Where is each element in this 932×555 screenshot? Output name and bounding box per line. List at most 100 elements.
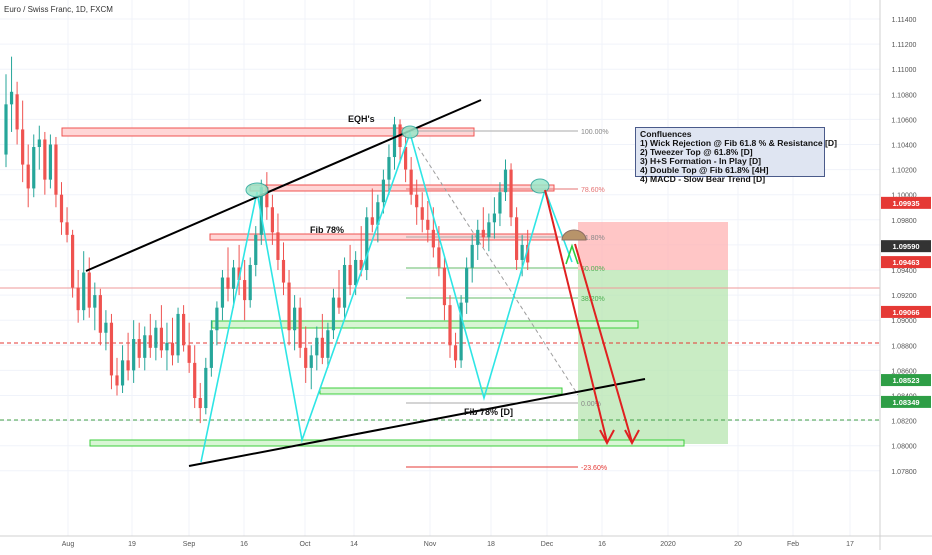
candle-body	[137, 339, 141, 358]
y-tick-label: 1.08200	[891, 419, 916, 426]
candle-body	[226, 277, 230, 289]
candle-body	[65, 222, 69, 235]
candle-body	[115, 375, 119, 386]
candle-body	[426, 219, 430, 230]
take-profit-zone	[578, 270, 728, 444]
support-zone-mid	[211, 320, 639, 329]
x-tick-label: 17	[846, 541, 854, 548]
entry-marker	[561, 229, 587, 241]
candle-body	[404, 147, 408, 170]
candle-body	[315, 337, 319, 356]
candle-body	[231, 267, 236, 289]
time-axis[interactable]: Aug 19 Sep 16 Oct 14 Nov 18 Dec 16 2020 20 Feb 17	[62, 541, 854, 548]
price-marker-tag	[881, 374, 931, 387]
candle-body	[270, 207, 274, 233]
candle-body	[337, 297, 341, 308]
confluence-item: 3) H+S Formation - In Play [D]	[640, 155, 762, 166]
fibonacci-levels: 100.00% 78.60% 61.80% 50.00% 38.20% 0.00…	[406, 129, 609, 472]
green-hook-arrow	[565, 243, 579, 265]
candle-body	[481, 229, 485, 238]
price-marker-label: 1.08349	[892, 398, 919, 407]
fib-label-382: 38.20%	[581, 296, 605, 303]
demand-zone	[89, 439, 685, 447]
y-tick-label: 1.11000	[892, 67, 917, 74]
candle-body	[237, 267, 241, 281]
pivot-marker-3	[530, 178, 550, 194]
y-tick-label: 1.08600	[891, 368, 916, 375]
price-marker-label: 1.08523	[892, 376, 919, 385]
x-tick-label: 2020	[660, 541, 676, 548]
candle-body	[154, 327, 158, 348]
candle-body	[309, 355, 313, 368]
candle-body	[126, 360, 130, 371]
fib78-label: Fib 78%	[310, 225, 344, 235]
price-marker-tag	[881, 256, 931, 269]
eqh-label: EQH's	[348, 114, 375, 124]
candle-body	[71, 234, 75, 288]
candle-body	[287, 282, 291, 331]
candle-body	[298, 307, 302, 348]
candle-body	[437, 247, 441, 268]
x-tick-label: Sep	[183, 541, 196, 548]
candle-body	[453, 345, 458, 361]
candle-body	[409, 169, 413, 195]
candle-body	[220, 277, 225, 308]
y-tick-label: 1.10600	[891, 117, 916, 124]
stop-loss-zone	[578, 222, 728, 270]
price-marker-label: 1.09463	[892, 258, 919, 267]
confluences-title: Confluences	[640, 129, 692, 139]
candle-body	[54, 144, 58, 195]
price-markers: 1.09935 1.09590 1.09463 1.09066 1.08523 1.083…	[881, 196, 931, 408]
candle-body	[209, 330, 213, 368]
candle-body	[326, 330, 330, 358]
candle-body	[182, 313, 186, 346]
y-tick-label: 1.09400	[891, 268, 916, 275]
price-marker-tag	[881, 240, 931, 253]
candle-body	[265, 187, 269, 208]
candle-body	[187, 345, 191, 363]
price-lines	[0, 287, 880, 421]
y-tick-label: 1.08000	[891, 444, 916, 451]
fib-label-0: 0.00%	[581, 401, 601, 408]
fib-label-ext: -23.60%	[581, 465, 607, 472]
fib78d-label: Fib 78% [D]	[464, 407, 513, 417]
candle-body	[159, 327, 163, 351]
price-marker-tag	[881, 395, 931, 408]
candle-body	[104, 322, 108, 333]
candle-body	[354, 259, 358, 286]
candle-body	[293, 307, 297, 331]
candle-body	[248, 264, 252, 301]
confluence-item: 4) MACD - Slow Bear Trend [D]	[640, 173, 766, 184]
y-tick-label: 1.09200	[891, 293, 916, 300]
y-tick-label: 1.09800	[891, 218, 916, 225]
candle-body	[76, 287, 80, 311]
candle-body	[198, 398, 202, 409]
price-marker-label: 1.09066	[892, 308, 919, 317]
confluence-item: 1) Wick Rejection @ Fib 61.8 % & Resista…	[640, 137, 837, 148]
y-tick-label: 1.11400	[892, 17, 917, 24]
candles	[4, 56, 530, 424]
candle-body	[465, 267, 469, 303]
candle-body	[348, 264, 352, 286]
candle-body	[515, 217, 519, 260]
candle-body	[442, 267, 447, 306]
candle-body	[392, 124, 397, 158]
eqh-resistance-zone	[61, 127, 475, 137]
candle-body	[193, 362, 197, 399]
y-tick-label: 1.11200	[892, 42, 917, 49]
lower-trend-line	[188, 378, 646, 467]
price-marker-label: 1.09935	[892, 199, 919, 208]
candle-body	[98, 295, 102, 333]
candle-body	[254, 234, 258, 265]
candle-body	[420, 207, 424, 220]
candle-body	[498, 192, 502, 214]
candle-body	[109, 322, 114, 376]
y-tick-label: 1.08800	[891, 343, 916, 350]
candle-body	[376, 202, 380, 225]
double-top-zone	[249, 184, 555, 192]
candle-body	[15, 94, 19, 130]
fib-label-786: 78.60%	[581, 187, 605, 194]
candle-body	[448, 305, 452, 346]
